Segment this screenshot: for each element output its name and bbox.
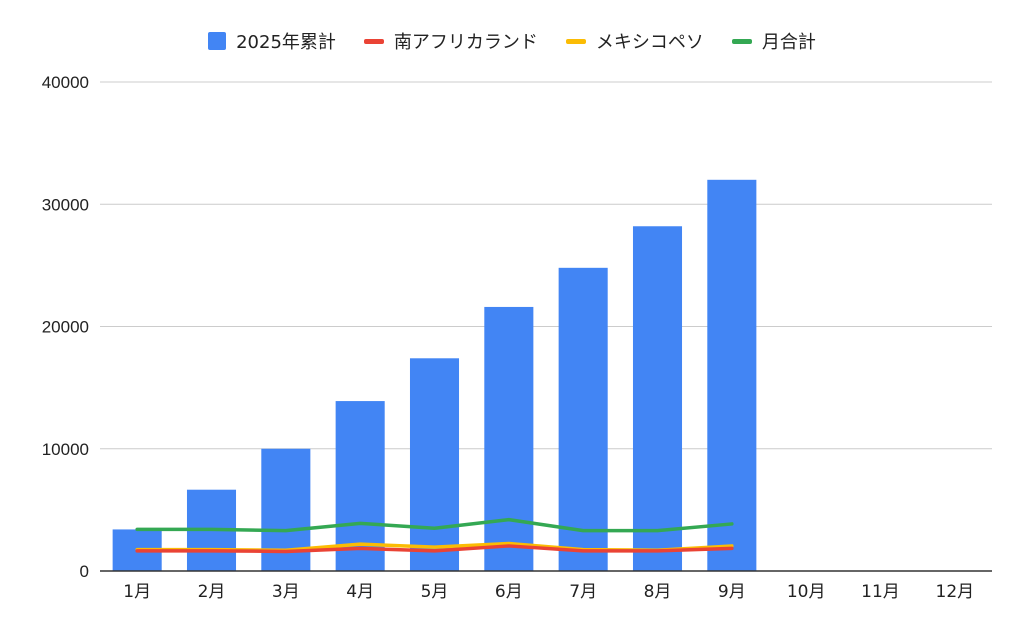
x-tick-label: 10月 bbox=[787, 582, 826, 602]
legend-item-zar[interactable]: 南アフリカランド bbox=[363, 28, 538, 54]
x-tick-label: 6月 bbox=[495, 582, 523, 602]
series-line bbox=[135, 517, 734, 533]
y-tick-label: 0 bbox=[80, 562, 89, 581]
legend-label: 2025年累計 bbox=[236, 32, 336, 53]
bar bbox=[632, 226, 683, 571]
legend-label: メキシコペソ bbox=[595, 32, 704, 53]
x-tick-label: 5月 bbox=[421, 582, 449, 602]
legend-swatch-zar bbox=[363, 38, 384, 44]
bar bbox=[558, 267, 608, 571]
x-tick-label: 7月 bbox=[569, 582, 597, 602]
y-tick-label: 10000 bbox=[42, 440, 89, 459]
legend-item-monthly-total[interactable]: 月合計 bbox=[731, 28, 816, 54]
legend-swatch-monthly-total bbox=[731, 38, 752, 44]
x-tick-label: 8月 bbox=[644, 582, 672, 602]
y-tick-label: 20000 bbox=[42, 318, 89, 337]
x-tick-label: 11月 bbox=[861, 582, 900, 602]
bar bbox=[484, 306, 534, 571]
x-tick-label: 3月 bbox=[272, 582, 300, 602]
x-tick-label: 9月 bbox=[718, 582, 746, 602]
x-tick-label: 2月 bbox=[198, 582, 226, 602]
series-line bbox=[135, 544, 734, 554]
legend-swatch-cumulative bbox=[208, 32, 227, 50]
legend-item-cumulative[interactable]: 2025年累計 bbox=[208, 28, 336, 54]
legend-label: 月合計 bbox=[761, 32, 816, 53]
legend-swatch-mxn bbox=[565, 38, 586, 44]
legend-label: 南アフリカランド bbox=[393, 32, 538, 53]
bar bbox=[707, 179, 757, 572]
legend: 2025年累計 南アフリカランド メキシコペソ 月合計 bbox=[0, 26, 1024, 56]
x-tick-label: 12月 bbox=[936, 582, 975, 602]
bar bbox=[409, 358, 460, 571]
x-tick-label: 4月 bbox=[346, 582, 374, 602]
y-tick-label: 40000 bbox=[42, 73, 89, 92]
y-tick-label: 30000 bbox=[42, 195, 89, 214]
x-tick-label: 1月 bbox=[123, 582, 151, 602]
legend-item-mxn[interactable]: メキシコペソ bbox=[565, 28, 704, 54]
